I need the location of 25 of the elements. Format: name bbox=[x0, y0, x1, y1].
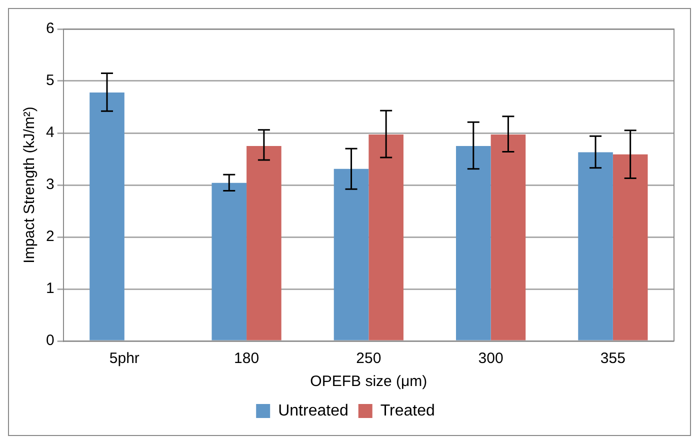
bar bbox=[212, 182, 247, 340]
y-tick-label: 2 bbox=[46, 228, 54, 246]
x-tick-label: 300 bbox=[478, 350, 504, 368]
bar bbox=[490, 134, 526, 340]
bar bbox=[334, 168, 369, 340]
x-axis-title: OPEFB size (μm) bbox=[310, 373, 428, 390]
bar bbox=[90, 92, 124, 340]
legend-label: Treated bbox=[380, 402, 435, 420]
y-tick-label: 5 bbox=[46, 72, 54, 90]
y-tick-label: 1 bbox=[46, 280, 54, 298]
x-tick-label: 250 bbox=[356, 350, 382, 368]
legend-label: Untreated bbox=[278, 402, 348, 420]
x-tick-label: 355 bbox=[600, 350, 626, 368]
bar bbox=[456, 146, 491, 340]
y-tick-label: 6 bbox=[46, 20, 54, 38]
x-tick-label: 5phr bbox=[109, 350, 140, 368]
bar bbox=[612, 154, 648, 340]
bar bbox=[368, 134, 404, 340]
x-tick-label: 180 bbox=[234, 350, 260, 368]
y-tick-label: 3 bbox=[46, 176, 54, 194]
y-tick-label: 0 bbox=[46, 332, 54, 350]
bar bbox=[246, 146, 282, 340]
bar bbox=[578, 152, 613, 340]
y-axis-title: Impact Strength (kJ/m²) bbox=[21, 106, 38, 264]
y-tick-label: 4 bbox=[46, 124, 54, 142]
